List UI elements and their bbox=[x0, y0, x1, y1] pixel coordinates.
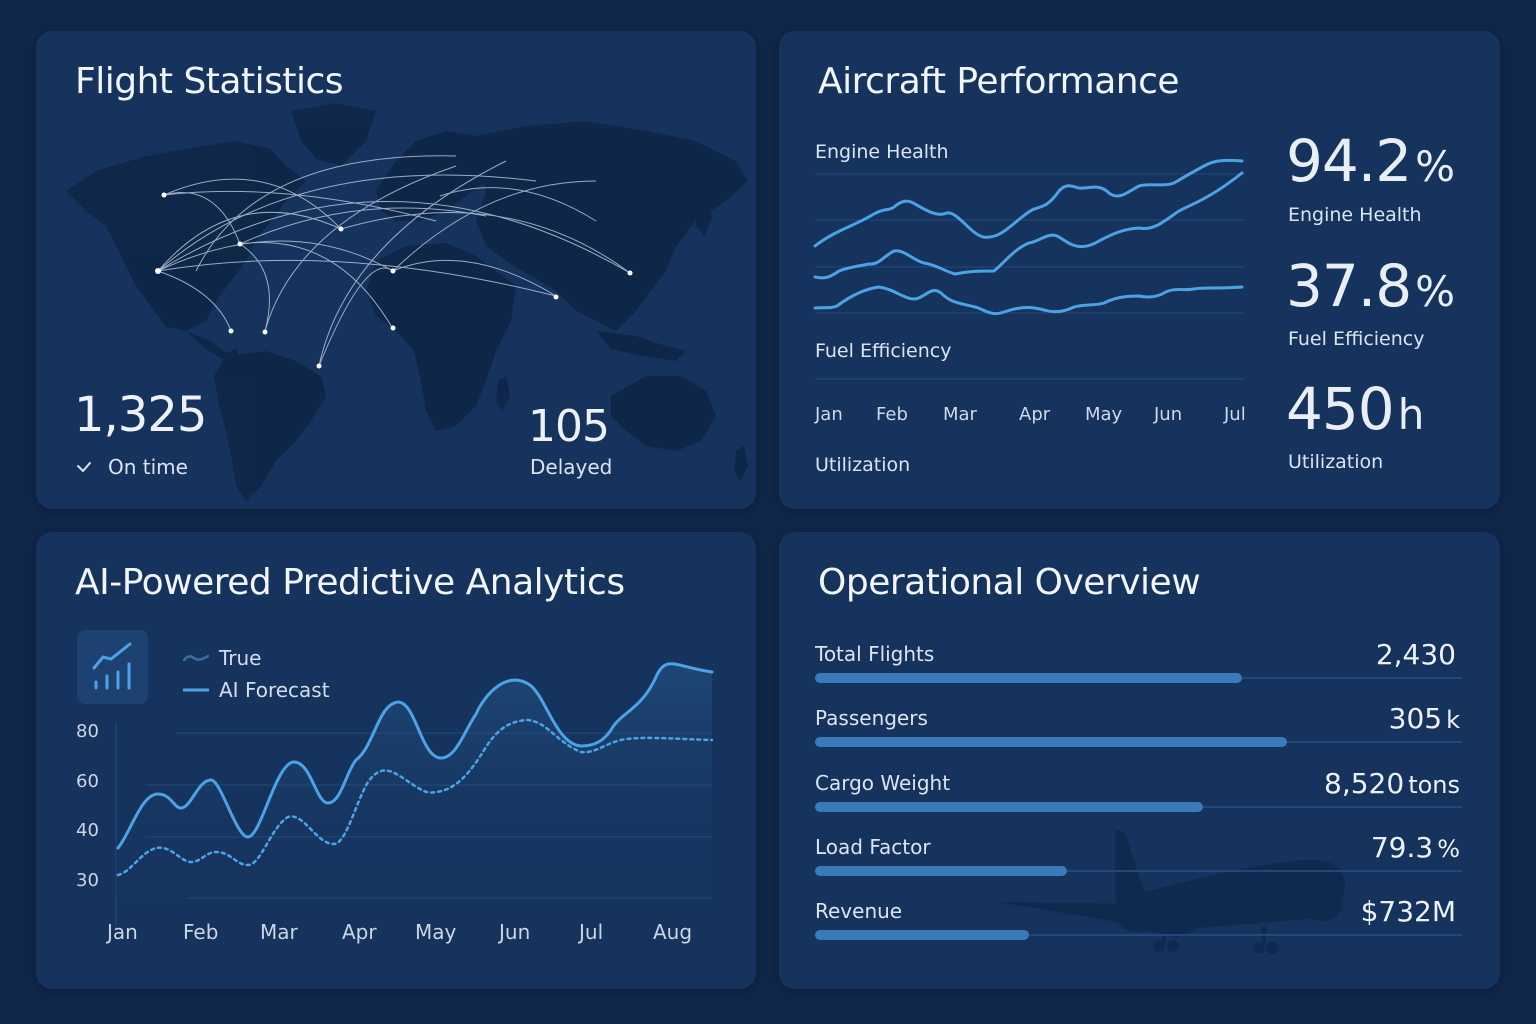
performance-line-chart bbox=[813, 158, 1245, 380]
airplane-icon bbox=[997, 830, 1346, 954]
solid-line-icon bbox=[183, 688, 209, 692]
month-axis: Jan Feb Mar Apr May Jun Jul bbox=[815, 404, 1255, 428]
legend-label-true: True bbox=[219, 646, 262, 670]
progress-bar bbox=[815, 930, 1029, 940]
flight-statistics-card: Flight Statistics 1,325 On time 105 Dela… bbox=[36, 31, 756, 509]
x-tick: Jan bbox=[107, 920, 138, 944]
ops-row-revenue: Revenue $732M bbox=[815, 895, 1462, 959]
legend-item-true[interactable]: True bbox=[183, 642, 330, 674]
world-map bbox=[66, 103, 748, 501]
aircraft-performance-card: Aircraft Performance Engine Health Fuel … bbox=[779, 31, 1500, 509]
on-time-label: On time bbox=[108, 455, 188, 479]
flight-statistics-title: Flight Statistics bbox=[75, 61, 344, 102]
ops-value: 2,430 bbox=[1375, 638, 1456, 671]
x-tick: Mar bbox=[260, 920, 298, 944]
fuel-efficiency-kpi-label: Fuel Efficiency bbox=[1288, 328, 1425, 350]
forecast-line-chart bbox=[115, 662, 714, 932]
x-tick: Feb bbox=[183, 920, 219, 944]
chart-legend: True AI Forecast bbox=[183, 642, 330, 706]
on-time-count: 1,325 bbox=[74, 387, 207, 443]
month-label: Feb bbox=[876, 404, 908, 425]
month-label: Apr bbox=[1019, 404, 1051, 425]
delayed-count: 105 bbox=[528, 401, 610, 452]
fuel-efficiency-chart-label: Fuel Efficiency bbox=[815, 340, 952, 362]
engine-health-kpi: 94.2% bbox=[1286, 127, 1455, 195]
ops-value: 8,520 tons bbox=[1324, 767, 1460, 800]
on-time-row: On time bbox=[74, 455, 188, 479]
engine-health-chart-label: Engine Health bbox=[815, 141, 949, 163]
month-label: Jan bbox=[815, 404, 843, 425]
ops-value: $732M bbox=[1360, 895, 1456, 928]
x-tick: Jul bbox=[579, 920, 604, 944]
ops-row-load-factor: Load Factor 79.3% bbox=[815, 831, 1462, 895]
x-tick: May bbox=[415, 920, 457, 944]
progress-track bbox=[815, 934, 1462, 936]
month-label: Mar bbox=[943, 404, 977, 425]
utilization-kpi: 450h bbox=[1286, 375, 1424, 443]
operational-overview-title: Operational Overview bbox=[818, 562, 1201, 603]
month-label: Jul bbox=[1224, 404, 1246, 425]
operational-overview-card: Operational Overview Total Flights 2,430… bbox=[779, 532, 1500, 989]
ops-label: Passengers bbox=[815, 706, 928, 730]
check-icon bbox=[74, 457, 94, 477]
progress-bar bbox=[815, 866, 1068, 876]
progress-bar bbox=[815, 737, 1288, 747]
ops-label: Load Factor bbox=[815, 835, 931, 859]
ops-row-passengers: Passengers 305 k bbox=[815, 702, 1462, 766]
y-tick: 40 bbox=[76, 820, 99, 841]
legend-label-ai-forecast: AI Forecast bbox=[219, 678, 330, 702]
progress-track bbox=[815, 870, 1462, 872]
ops-label: Cargo Weight bbox=[815, 771, 951, 795]
month-label: Jun bbox=[1154, 404, 1183, 425]
legend-item-ai-forecast[interactable]: AI Forecast bbox=[183, 674, 330, 706]
progress-bar bbox=[815, 673, 1243, 683]
x-tick: Apr bbox=[342, 920, 377, 944]
chart-trend-icon bbox=[77, 630, 148, 704]
ops-value: 79.3% bbox=[1370, 831, 1460, 864]
x-tick: Jun bbox=[499, 920, 531, 944]
aircraft-performance-title: Aircraft Performance bbox=[818, 61, 1180, 102]
ops-row-cargo-weight: Cargo Weight 8,520 tons bbox=[815, 767, 1462, 831]
ops-row-total-flights: Total Flights 2,430 bbox=[815, 638, 1462, 702]
ops-value: 305 k bbox=[1388, 702, 1460, 735]
utilization-kpi-label: Utilization bbox=[1288, 451, 1384, 473]
x-tick: Aug bbox=[653, 920, 693, 944]
delayed-label: Delayed bbox=[530, 455, 613, 479]
wave-line-icon bbox=[183, 654, 209, 662]
fuel-efficiency-kpi: 37.8% bbox=[1286, 252, 1455, 320]
engine-health-kpi-label: Engine Health bbox=[1288, 204, 1422, 226]
y-tick: 60 bbox=[76, 771, 99, 792]
utilization-chart-label: Utilization bbox=[815, 454, 911, 476]
ops-label: Revenue bbox=[815, 899, 903, 923]
ai-analytics-card: AI-Powered Predictive Analytics True AI … bbox=[36, 532, 756, 989]
y-tick: 30 bbox=[76, 870, 99, 891]
progress-bar bbox=[815, 802, 1204, 812]
y-tick: 80 bbox=[76, 721, 99, 742]
ai-analytics-title: AI-Powered Predictive Analytics bbox=[75, 562, 625, 603]
ops-label: Total Flights bbox=[815, 642, 935, 666]
month-label: May bbox=[1085, 404, 1123, 425]
